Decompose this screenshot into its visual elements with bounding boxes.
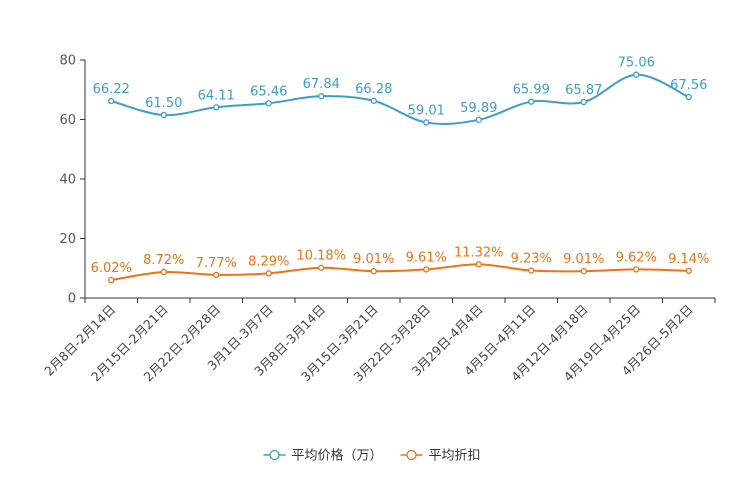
data-label: 9.14% [668,252,709,267]
data-point [580,98,587,106]
data-point [108,276,115,284]
series-1: 66.22 61.50 64.11 65.46 67.84 66.28 59.01 59.89… [93,56,707,126]
data-label: 9.62% [616,250,657,265]
y-tick-label: 80 [59,54,76,69]
data-point [265,100,272,107]
data-point [160,111,167,119]
data-label: 67.84 [303,77,340,92]
data-label: 65.99 [513,83,550,98]
data-point [685,267,692,274]
data-point [370,268,377,275]
data-point [423,266,430,273]
data-point [265,270,272,277]
data-point [370,97,377,104]
data-point [685,93,692,101]
data-label: 66.22 [93,82,130,97]
legend-marker [269,449,280,461]
data-label: 10.18% [296,249,346,264]
data-label: 8.72% [143,253,184,268]
data-label: 11.32% [454,245,504,260]
data-point [318,264,325,271]
data-point [633,71,640,78]
data-label: 59.01 [408,103,445,118]
data-label: 9.61% [406,250,447,265]
data-point [475,261,482,268]
data-label: 6.02% [91,261,132,276]
y-tick-label: 60 [59,113,76,128]
series-2: 6.02% 8.72% 7.77% 8.29% 10.18% 9.01% 9.61% 11.3… [91,245,709,284]
series-line [111,263,689,282]
data-label: 9.01% [563,252,604,267]
y-tick-label: 40 [59,173,76,188]
y-tick-label: 0 [68,292,76,307]
legend-label: 平均价格（万） [292,448,383,464]
data-point [318,93,325,100]
legend[interactable]: 平均价格（万） 平均折扣 [263,448,481,464]
data-label: 67.56 [670,78,707,93]
data-label: 59.89 [460,101,497,116]
data-point [213,271,220,279]
data-point [108,97,115,105]
data-point [475,116,482,123]
data-point [528,98,535,105]
y-axis-ticks: 0 20 40 60 80 [59,54,85,307]
data-label: 66.28 [355,82,392,97]
data-label: 75.06 [618,56,655,71]
data-point [633,266,640,273]
data-point [580,268,587,275]
data-label: 65.87 [565,83,602,98]
data-point [423,119,430,126]
data-label: 7.77% [196,256,237,271]
series-group: 66.22 61.50 64.11 65.46 67.84 66.28 59.01 59.89… [91,56,709,284]
data-label: 9.23% [511,252,552,267]
series-line [110,73,690,125]
y-tick-label: 20 [59,232,76,247]
x-axis-ticks: 2月8日-2月14日2月15日-2月21日2月22日-2月28日3月1日-3月7… [41,298,716,384]
data-label: 64.11 [198,88,235,103]
legend-marker [406,449,417,461]
data-label: 8.29% [248,254,289,269]
legend-label: 平均折扣 [429,449,481,464]
data-label: 65.46 [250,84,287,99]
data-point [528,267,535,274]
data-point [213,104,220,111]
data-label: 9.01% [353,252,394,267]
legend-item-1[interactable]: 平均价格（万） [263,448,383,464]
data-point [160,268,167,276]
legend-item-2[interactable]: 平均折扣 [400,449,481,464]
data-label: 61.50 [145,96,182,111]
